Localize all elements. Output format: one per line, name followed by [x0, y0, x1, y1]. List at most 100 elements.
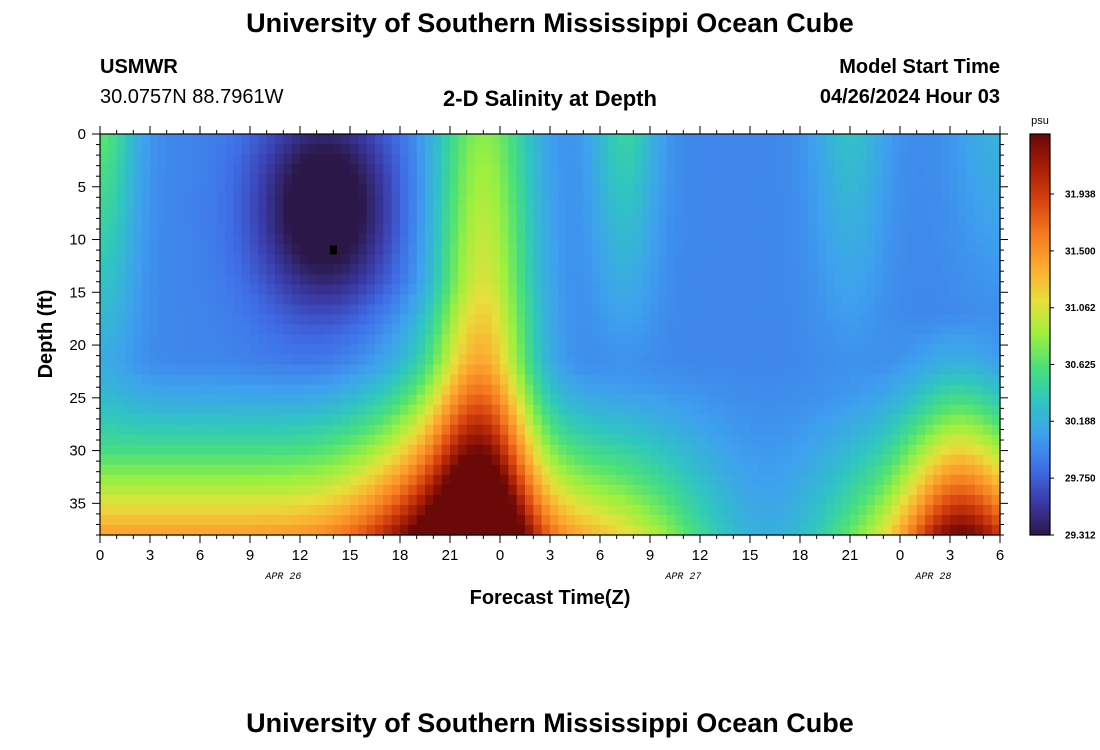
heatmap-cell [616, 194, 626, 205]
heatmap-cell [300, 254, 309, 265]
heatmap-cell [925, 424, 934, 436]
heatmap-cell [666, 264, 676, 275]
heatmap-cell [358, 184, 368, 195]
heatmap-cell [900, 494, 909, 506]
heatmap-cell [408, 214, 418, 225]
heatmap-cell [500, 474, 509, 486]
heatmap-cell [366, 484, 376, 496]
heatmap-cell [175, 454, 184, 466]
heatmap-cell [333, 414, 343, 426]
heatmap-cell [258, 334, 268, 346]
heatmap-cell [891, 514, 901, 526]
heatmap-cell [183, 344, 193, 356]
heatmap-cell [808, 354, 818, 366]
heatmap-cell [908, 194, 918, 205]
heatmap-cell [400, 134, 409, 145]
plot-title: 2-D Salinity at Depth [443, 86, 657, 111]
heatmap-cell [433, 304, 443, 316]
heatmap-cell [566, 134, 576, 145]
heatmap-cell [216, 314, 226, 326]
heatmap-cell [225, 264, 234, 275]
heatmap-cell [233, 384, 243, 396]
heatmap-cell [991, 144, 1001, 155]
heatmap-cell [275, 234, 284, 245]
heatmap-cell [708, 404, 718, 416]
heatmap-cell [358, 214, 368, 225]
heatmap-cell [333, 374, 343, 386]
heatmap-cell [133, 514, 143, 526]
heatmap-cell [291, 444, 301, 456]
heatmap-cell [491, 264, 501, 275]
heatmap-cell [300, 494, 309, 506]
heatmap-cell [425, 514, 434, 526]
heatmap-cell [333, 204, 343, 215]
heatmap-cell [725, 494, 734, 506]
heatmap-cell [816, 384, 826, 396]
heatmap-cell [625, 314, 634, 326]
heatmap-cell [908, 364, 918, 376]
heatmap-cell [308, 394, 318, 406]
heatmap-cell [591, 264, 601, 275]
heatmap-cell [733, 184, 743, 195]
heatmap-cell [975, 184, 984, 195]
heatmap-cell [250, 164, 259, 175]
heatmap-cell [383, 184, 393, 195]
heatmap-cell [533, 344, 543, 356]
heatmap-cell [691, 434, 701, 446]
heatmap-cell [533, 284, 543, 296]
heatmap-cell [566, 154, 576, 165]
heatmap-cell [508, 214, 518, 225]
heatmap-cell [983, 434, 993, 446]
heatmap-cell [791, 274, 801, 285]
heatmap-cell [858, 184, 868, 195]
heatmap-cell [258, 324, 268, 336]
heatmap-cell [516, 214, 526, 225]
heatmap-cell [641, 484, 651, 496]
heatmap-cell [608, 174, 618, 185]
heatmap-cell [441, 264, 451, 275]
heatmap-cell [200, 214, 209, 225]
heatmap-cell [300, 444, 309, 456]
heatmap-cell [500, 214, 509, 225]
heatmap-cell [458, 514, 468, 526]
heatmap-cell [433, 234, 443, 245]
heatmap-cell [716, 384, 726, 396]
heatmap-cell [100, 204, 109, 215]
heatmap-cell [891, 454, 901, 466]
heatmap-cell [875, 264, 884, 275]
heatmap-cell [600, 464, 609, 476]
heatmap-cell [608, 484, 618, 496]
heatmap-cell [633, 364, 643, 376]
heatmap-cell [300, 524, 309, 536]
heatmap-cell [800, 394, 809, 406]
heatmap-cell [258, 284, 268, 296]
heatmap-cell [716, 444, 726, 456]
heatmap-cell [641, 244, 651, 255]
heatmap-cell [841, 364, 851, 376]
heatmap-cell [950, 354, 959, 366]
heatmap-cell [741, 344, 751, 356]
heatmap-cell [416, 464, 426, 476]
heatmap-cell [758, 194, 768, 205]
heatmap-cell [291, 284, 301, 296]
heatmap-cell [633, 504, 643, 516]
heatmap-cell [150, 134, 159, 145]
heatmap-cell [175, 504, 184, 516]
heatmap-cell [433, 504, 443, 516]
heatmap-cell [775, 254, 784, 265]
heatmap-cell [933, 454, 943, 466]
heatmap-cell [433, 484, 443, 496]
heatmap-cell [250, 464, 259, 476]
heatmap-cell [200, 404, 209, 416]
heatmap-cell [208, 514, 218, 526]
heatmap-cell [625, 194, 634, 205]
heatmap-cell [633, 284, 643, 296]
heatmap-cell [633, 264, 643, 275]
heatmap-cell [825, 524, 834, 536]
heatmap-cell [983, 204, 993, 215]
heatmap-cell [750, 164, 759, 175]
heatmap-cell [558, 264, 568, 275]
heatmap-cell [666, 334, 676, 346]
heatmap-cell [208, 264, 218, 275]
heatmap-cell [866, 474, 876, 486]
